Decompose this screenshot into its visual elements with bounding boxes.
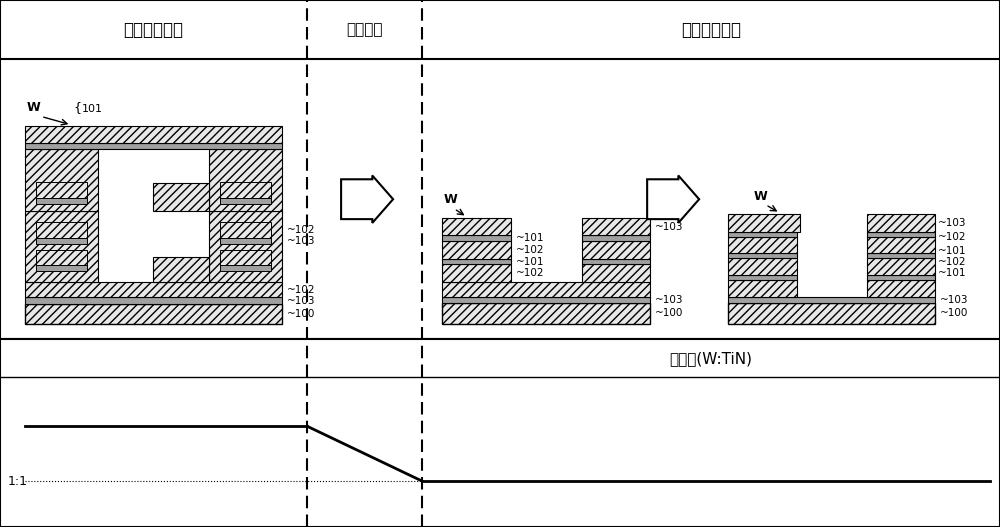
Text: W: W bbox=[27, 101, 41, 114]
Bar bbox=[0, 0, 1000, 339]
Bar bbox=[25, 297, 282, 304]
Bar bbox=[582, 259, 650, 265]
Text: {: { bbox=[74, 101, 82, 114]
Bar bbox=[25, 211, 98, 282]
Bar bbox=[25, 282, 282, 297]
Bar bbox=[442, 218, 511, 236]
Text: ~103: ~103 bbox=[287, 236, 316, 246]
Bar bbox=[442, 265, 511, 282]
Bar bbox=[220, 198, 271, 204]
Bar bbox=[728, 214, 800, 231]
Bar bbox=[728, 297, 935, 302]
Bar bbox=[582, 241, 650, 259]
Bar bbox=[867, 231, 935, 237]
Bar bbox=[220, 222, 271, 238]
Text: ~103: ~103 bbox=[287, 296, 316, 306]
Bar bbox=[442, 302, 650, 324]
Bar bbox=[36, 198, 87, 204]
Text: ~101: ~101 bbox=[516, 257, 544, 267]
Bar bbox=[728, 231, 797, 237]
Text: ~102: ~102 bbox=[938, 232, 966, 242]
Bar bbox=[728, 275, 797, 280]
Text: ~100: ~100 bbox=[287, 309, 315, 319]
Text: ~102: ~102 bbox=[516, 268, 544, 278]
Text: ~103: ~103 bbox=[938, 218, 966, 228]
Bar bbox=[582, 218, 650, 236]
Bar bbox=[36, 238, 87, 244]
Text: 101: 101 bbox=[82, 104, 103, 114]
Bar bbox=[25, 304, 282, 324]
Text: ~102: ~102 bbox=[287, 225, 316, 235]
Polygon shape bbox=[647, 175, 699, 223]
Bar bbox=[25, 149, 98, 211]
Bar bbox=[442, 241, 511, 259]
Text: W: W bbox=[753, 190, 767, 202]
Bar bbox=[442, 297, 650, 302]
Bar bbox=[442, 259, 511, 265]
Bar bbox=[209, 211, 282, 282]
Bar bbox=[36, 250, 87, 265]
Bar bbox=[582, 236, 650, 241]
Text: ~102: ~102 bbox=[287, 285, 316, 295]
Bar bbox=[867, 214, 935, 231]
Bar bbox=[867, 280, 935, 297]
Bar bbox=[153, 257, 209, 282]
Bar bbox=[153, 183, 209, 211]
Bar bbox=[728, 280, 797, 297]
Bar bbox=[36, 265, 87, 271]
Text: W: W bbox=[444, 193, 458, 207]
Bar bbox=[867, 275, 935, 280]
Bar bbox=[36, 222, 87, 238]
Text: ~100: ~100 bbox=[940, 308, 968, 318]
Polygon shape bbox=[341, 175, 393, 223]
Text: 第一蚀刻处理: 第一蚀刻处理 bbox=[124, 21, 184, 38]
Text: 选择比(W:TiN): 选择比(W:TiN) bbox=[670, 351, 753, 366]
Bar bbox=[728, 302, 935, 324]
Bar bbox=[220, 250, 271, 265]
Bar bbox=[867, 237, 935, 253]
Bar bbox=[442, 236, 511, 241]
Bar bbox=[442, 282, 650, 297]
Bar bbox=[867, 253, 935, 258]
Bar bbox=[728, 258, 797, 275]
Text: ~102: ~102 bbox=[516, 245, 544, 255]
Bar bbox=[728, 253, 797, 258]
Bar bbox=[36, 182, 87, 198]
Bar bbox=[220, 265, 271, 271]
Text: 1:1: 1:1 bbox=[8, 474, 28, 487]
Text: ~100: ~100 bbox=[655, 308, 684, 318]
Bar bbox=[728, 237, 797, 253]
Bar bbox=[582, 265, 650, 282]
Text: 变更处理: 变更处理 bbox=[346, 22, 383, 37]
Text: ~101: ~101 bbox=[516, 233, 544, 243]
Text: ~103: ~103 bbox=[940, 295, 969, 305]
Text: ~102: ~102 bbox=[938, 257, 966, 267]
Bar bbox=[25, 126, 282, 143]
Text: ~101: ~101 bbox=[938, 246, 966, 256]
Bar bbox=[0, 339, 1000, 527]
Text: ~103: ~103 bbox=[655, 295, 684, 305]
Bar bbox=[220, 182, 271, 198]
Bar bbox=[25, 143, 282, 149]
Text: ~103: ~103 bbox=[655, 222, 684, 232]
Bar bbox=[209, 149, 282, 211]
Text: ~101: ~101 bbox=[938, 268, 966, 278]
Text: 第二蚀刻处理: 第二蚀刻处理 bbox=[681, 21, 741, 38]
Bar bbox=[867, 258, 935, 275]
Bar bbox=[220, 238, 271, 244]
